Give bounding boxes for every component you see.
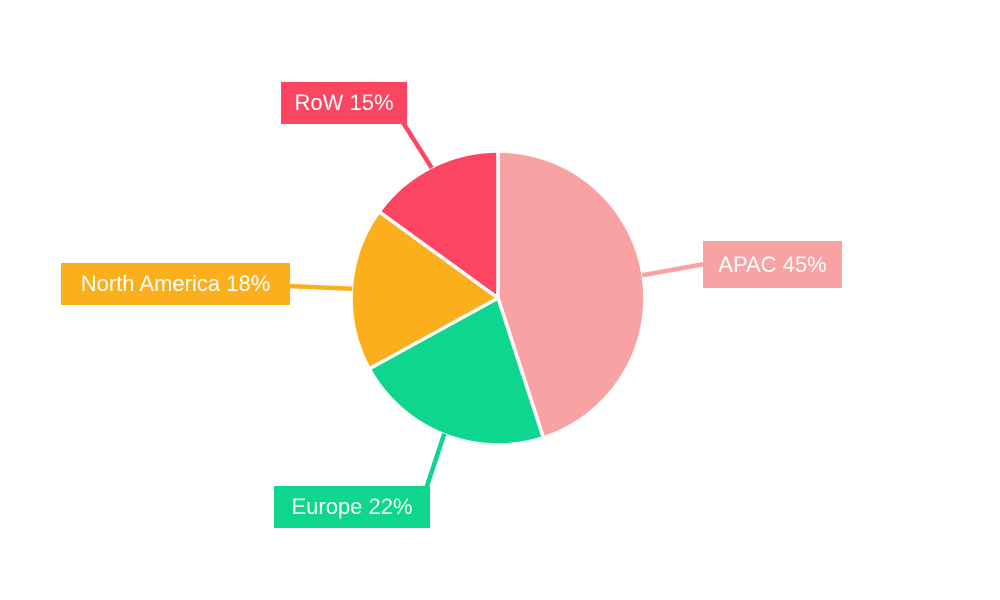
slice-label-north-america: North America 18% bbox=[61, 263, 290, 305]
slice-label-apac: APAC 45% bbox=[703, 241, 842, 288]
leader-line-row bbox=[400, 119, 434, 170]
slice-label-row: RoW 15% bbox=[281, 82, 407, 124]
slice-label-europe: Europe 22% bbox=[274, 486, 430, 528]
leader-line-europe bbox=[423, 432, 447, 490]
leader-line-north-america bbox=[287, 283, 353, 292]
leader-line-apac bbox=[641, 261, 706, 278]
